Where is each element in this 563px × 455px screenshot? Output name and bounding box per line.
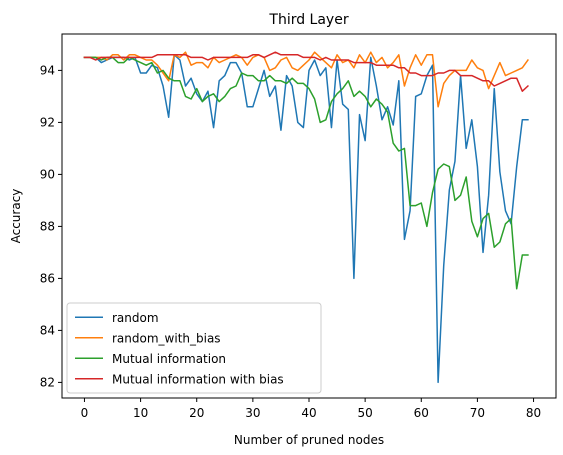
x-tick-label: 80 [526, 406, 541, 420]
x-tick-label: 0 [81, 406, 89, 420]
y-tick-label: 86 [40, 271, 55, 285]
x-tick-label: 50 [357, 406, 372, 420]
y-tick-label: 84 [40, 323, 55, 337]
legend-label: random_with_bias [112, 331, 221, 345]
series-line-1 [83, 54, 529, 384]
ticks-layer: 0 10 20 30 40 50 60 70 80 82 84 86 88 90 92 94 [40, 63, 541, 420]
y-tick-label: 90 [40, 167, 55, 181]
legend-label: Mutual information [112, 352, 226, 366]
series-line-4 [83, 51, 529, 92]
legend-label: random [112, 311, 159, 325]
x-axis-label: Number of pruned nodes [234, 433, 384, 447]
series-line-2 [83, 51, 529, 108]
y-tick-label: 88 [40, 219, 55, 233]
y-tick-label: 94 [40, 63, 55, 77]
x-tick-label: 60 [414, 406, 429, 420]
plot-frame [61, 33, 557, 399]
x-tick-label: 30 [245, 406, 260, 420]
x-tick-label: 10 [133, 406, 148, 420]
legend-box [66, 302, 322, 394]
y-axis-label: Accuracy [9, 189, 23, 244]
x-tick-label: 40 [301, 406, 316, 420]
legend: random random_with_bias Mutual information… [66, 302, 322, 394]
series-line-3 [83, 56, 529, 290]
x-tick-label: 70 [470, 406, 485, 420]
x-tick-label: 20 [189, 406, 204, 420]
series-layer [83, 51, 529, 384]
y-tick-label: 92 [40, 115, 55, 129]
chart-title: Third Layer [268, 12, 348, 28]
legend-label: Mutual information with bias [112, 372, 284, 386]
y-tick-label: 82 [40, 375, 55, 389]
